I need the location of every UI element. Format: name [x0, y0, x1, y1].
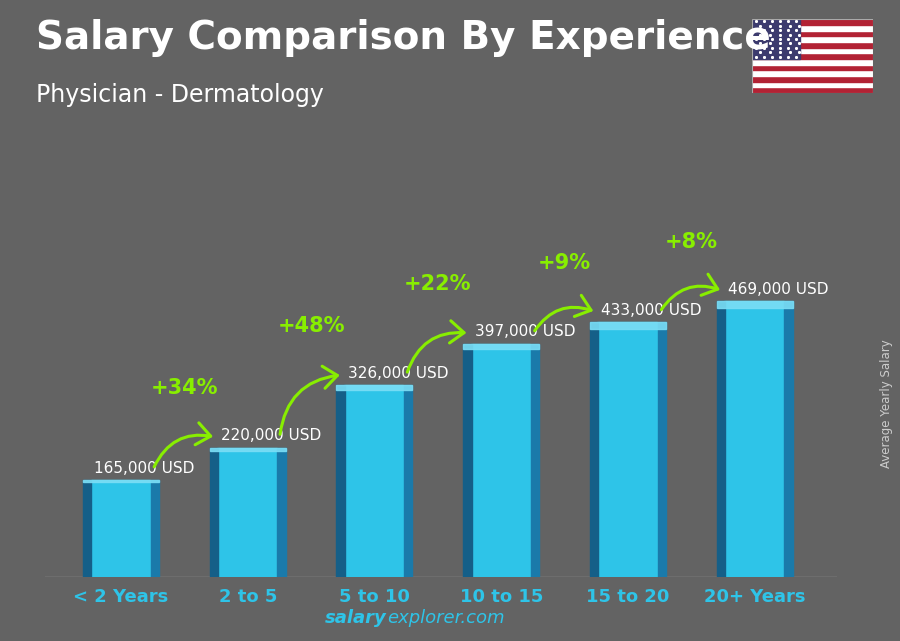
Bar: [277, 447, 286, 577]
Bar: [752, 81, 873, 87]
Bar: [150, 480, 159, 577]
Bar: [752, 65, 873, 71]
FancyArrowPatch shape: [408, 320, 464, 372]
Bar: [658, 322, 666, 577]
Text: 326,000 USD: 326,000 USD: [348, 366, 448, 381]
Text: 220,000 USD: 220,000 USD: [221, 428, 321, 444]
Text: explorer.com: explorer.com: [387, 609, 505, 627]
Bar: [83, 480, 159, 483]
Bar: [752, 71, 873, 76]
Bar: [337, 385, 412, 390]
FancyArrowPatch shape: [154, 423, 211, 467]
Bar: [217, 447, 276, 577]
Bar: [716, 301, 793, 308]
Text: +48%: +48%: [277, 316, 345, 336]
Bar: [752, 37, 873, 42]
Bar: [752, 25, 873, 31]
Bar: [752, 19, 873, 25]
Bar: [464, 344, 539, 349]
Bar: [91, 480, 150, 577]
FancyArrowPatch shape: [280, 366, 338, 435]
Text: +8%: +8%: [665, 232, 718, 252]
Text: 469,000 USD: 469,000 USD: [728, 282, 829, 297]
Bar: [598, 322, 657, 577]
Text: +9%: +9%: [538, 253, 591, 273]
Text: Salary Comparison By Experience: Salary Comparison By Experience: [36, 19, 770, 57]
Bar: [752, 31, 873, 37]
Bar: [752, 76, 873, 81]
Bar: [344, 385, 403, 577]
Bar: [752, 53, 873, 59]
Bar: [752, 19, 800, 59]
Bar: [590, 322, 598, 577]
Bar: [337, 385, 345, 577]
Bar: [531, 344, 539, 577]
Bar: [590, 322, 666, 329]
Bar: [83, 480, 92, 577]
Bar: [404, 385, 412, 577]
FancyArrowPatch shape: [535, 296, 591, 331]
Text: 397,000 USD: 397,000 USD: [474, 324, 575, 339]
Bar: [210, 447, 218, 577]
Bar: [752, 59, 873, 65]
Bar: [752, 47, 873, 53]
Text: 165,000 USD: 165,000 USD: [94, 461, 194, 476]
Text: salary: salary: [325, 609, 387, 627]
FancyArrowPatch shape: [662, 274, 718, 310]
Bar: [471, 344, 530, 577]
Text: Physician - Dermatology: Physician - Dermatology: [36, 83, 324, 107]
Text: +34%: +34%: [150, 378, 218, 398]
Text: Average Yearly Salary: Average Yearly Salary: [880, 340, 893, 468]
Bar: [210, 447, 286, 451]
Bar: [752, 87, 873, 93]
Bar: [724, 301, 784, 577]
Text: 433,000 USD: 433,000 USD: [601, 303, 702, 318]
Bar: [716, 301, 725, 577]
Bar: [752, 42, 873, 47]
Bar: [464, 344, 472, 577]
Text: +22%: +22%: [404, 274, 472, 294]
Bar: [784, 301, 793, 577]
